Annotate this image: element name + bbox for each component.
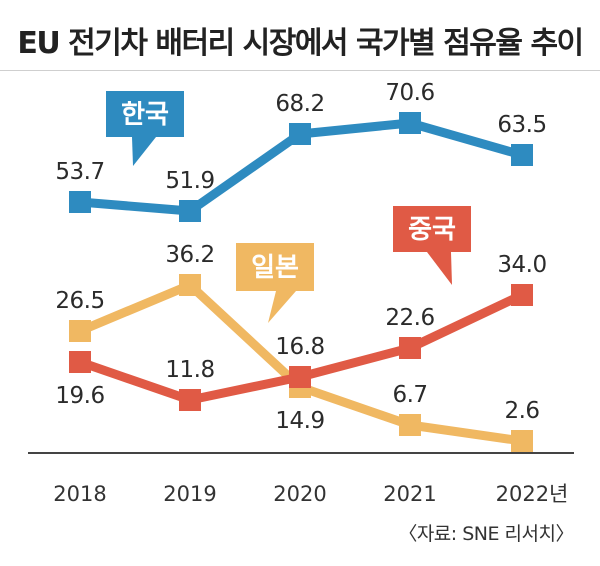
x-tick-label: 2022년	[496, 482, 569, 506]
source-note: 〈자료: SNE 리서치〉	[398, 523, 574, 545]
x-axis: 2018 2019 2020 2021 2022년	[28, 452, 574, 506]
data-label: 6.7	[392, 382, 427, 408]
series-callout: 중국	[393, 206, 471, 285]
callout-box	[106, 91, 184, 137]
series-callout: 한국	[106, 91, 184, 166]
data-point-marker	[511, 430, 533, 452]
data-label: 63.5	[497, 112, 546, 138]
series-markers	[69, 112, 533, 452]
data-point-marker	[69, 191, 91, 213]
series-name-label: 한국	[121, 100, 169, 130]
chart-title: EU 전기차 배터리 시장에서 국가별 점유율 추이	[17, 26, 584, 61]
callout-box	[236, 243, 314, 291]
series-name-label: 중국	[408, 215, 456, 245]
data-label: 2.6	[504, 398, 539, 424]
data-label: 53.7	[55, 159, 104, 185]
data-label: 68.2	[275, 91, 324, 117]
callout-pointer	[268, 291, 296, 323]
x-tick-label: 2019	[163, 482, 216, 506]
callout-box	[393, 206, 471, 252]
data-label: 51.9	[165, 168, 214, 194]
data-point-marker	[69, 351, 91, 373]
data-point-marker	[399, 414, 421, 436]
data-point-marker	[289, 123, 311, 145]
data-point-marker	[511, 144, 533, 166]
series-name-label: 일본	[251, 253, 299, 283]
data-label: 11.8	[165, 357, 214, 383]
data-label: 70.6	[385, 80, 434, 106]
data-label: 34.0	[497, 252, 546, 278]
x-tick-label: 2021	[383, 482, 436, 506]
data-point-marker	[179, 389, 201, 411]
data-point-marker	[511, 284, 533, 306]
x-tick-label: 2020	[273, 482, 326, 506]
callout-pointer	[132, 137, 156, 166]
data-label: 19.6	[55, 383, 104, 409]
data-label: 14.9	[275, 408, 324, 434]
data-label: 36.2	[165, 242, 214, 268]
data-label: 26.5	[55, 288, 104, 314]
data-point-marker	[179, 200, 201, 222]
callout-pointer	[427, 252, 452, 285]
data-label: 22.6	[385, 305, 434, 331]
data-label: 16.8	[275, 334, 324, 360]
value-labels: 53.7 51.9 68.2 70.6 63.5 26.5 36.2 14.9 6.7 2.6 19…	[55, 80, 547, 434]
series-callout: 일본	[236, 243, 314, 323]
data-point-marker	[179, 274, 201, 296]
title-divider	[0, 70, 600, 71]
data-point-marker	[399, 337, 421, 359]
data-point-marker	[399, 112, 421, 134]
x-tick-label: 2018	[53, 482, 106, 506]
data-point-marker	[289, 366, 311, 388]
data-point-marker	[69, 320, 91, 342]
